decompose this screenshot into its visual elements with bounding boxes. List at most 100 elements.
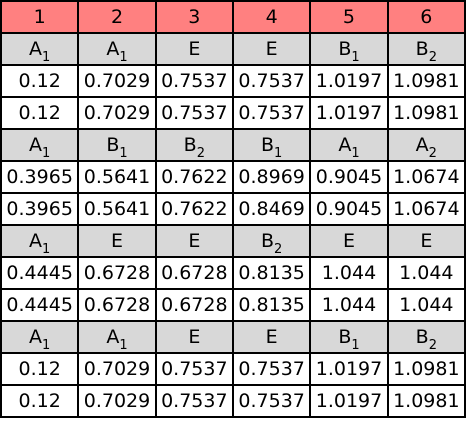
value-cell: 1.0674 <box>386 192 467 226</box>
header-row: 1 2 3 4 5 6 <box>0 0 467 34</box>
value-cell: 0.6728 <box>77 256 157 290</box>
symbol-cell: E <box>154 320 234 354</box>
symbol-base: A <box>29 134 43 156</box>
value-cell: 0.7537 <box>231 384 312 418</box>
column-header: 4 <box>231 0 312 34</box>
symbol-cell: B2 <box>386 32 467 66</box>
value-cell: 0.5641 <box>77 160 157 194</box>
value-cell: 1.0981 <box>386 96 467 130</box>
value-cell: 0.6728 <box>154 288 234 322</box>
value-cell: 0.7622 <box>154 160 234 194</box>
symbol-cell: E <box>154 32 234 66</box>
symbol-base: B <box>260 134 275 156</box>
symbol-cell: B2 <box>231 224 312 258</box>
symbol-base: E <box>110 230 123 252</box>
symbol-base: B <box>415 326 429 348</box>
symbol-base: E <box>265 326 278 348</box>
symbol-cell: A1 <box>309 128 389 162</box>
symbol-cell: E <box>309 224 389 258</box>
value-cell: 0.5641 <box>77 192 157 226</box>
symbol-cell: E <box>386 224 467 258</box>
data-table: 1 2 3 4 5 6 A1 A1 E E B1 B2 0.12 0.7029 … <box>0 0 467 418</box>
symbol-subscript: 1 <box>119 146 128 161</box>
value-cell: 0.8469 <box>231 192 312 226</box>
value-row: 0.4445 0.6728 0.6728 0.8135 1.044 1.044 <box>0 256 467 290</box>
value-cell: 0.7537 <box>154 384 234 418</box>
value-cell: 1.0197 <box>309 96 389 130</box>
symbol-row: A1 A1 E E B1 B2 <box>0 320 467 354</box>
symbol-row: A1 A1 E E B1 B2 <box>0 32 467 66</box>
symbol-subscript: 1 <box>119 338 128 353</box>
symbol-base: A <box>338 134 352 156</box>
symbol-base: E <box>420 230 433 252</box>
value-row: 0.3965 0.5641 0.7622 0.8969 0.9045 1.067… <box>0 160 467 194</box>
value-cell: 0.4445 <box>0 288 80 322</box>
symbol-cell: B2 <box>154 128 234 162</box>
value-row: 0.4445 0.6728 0.6728 0.8135 1.044 1.044 <box>0 288 467 322</box>
value-cell: 0.7537 <box>231 64 312 98</box>
symbol-base: A <box>29 326 43 348</box>
value-cell: 0.7029 <box>77 352 157 386</box>
value-cell: 0.3965 <box>0 192 80 226</box>
value-row: 0.12 0.7029 0.7537 0.7537 1.0197 1.0981 <box>0 64 467 98</box>
value-cell: 1.0674 <box>386 160 467 194</box>
symbol-cell: B2 <box>386 320 467 354</box>
symbol-subscript: 2 <box>274 242 283 257</box>
value-cell: 0.8969 <box>231 160 312 194</box>
symbol-base: E <box>188 38 201 60</box>
symbol-cell: A1 <box>0 32 80 66</box>
value-cell: 1.0197 <box>309 384 389 418</box>
value-cell: 1.0197 <box>309 352 389 386</box>
symbol-row: A1 E E B2 E E <box>0 224 467 258</box>
symbol-cell: E <box>154 224 234 258</box>
symbol-subscript: 1 <box>351 50 360 65</box>
symbol-cell: A1 <box>77 320 157 354</box>
symbol-base: A <box>106 38 120 60</box>
symbol-base: B <box>338 38 352 60</box>
symbol-subscript: 2 <box>196 146 205 161</box>
symbol-cell: A1 <box>0 128 80 162</box>
value-cell: 0.8135 <box>231 288 312 322</box>
value-cell: 0.7622 <box>154 192 234 226</box>
symbol-base: B <box>260 230 275 252</box>
column-header: 1 <box>0 0 80 34</box>
value-cell: 1.044 <box>386 256 467 290</box>
symbol-subscript: 1 <box>42 146 51 161</box>
value-cell: 0.8135 <box>231 256 312 290</box>
value-cell: 1.044 <box>309 256 389 290</box>
symbol-base: A <box>415 134 429 156</box>
symbol-cell: B1 <box>309 32 389 66</box>
symbol-cell: B1 <box>77 128 157 162</box>
symbol-subscript: 1 <box>42 338 51 353</box>
symbol-base: A <box>29 38 43 60</box>
value-cell: 0.6728 <box>77 288 157 322</box>
symbol-subscript: 1 <box>42 50 51 65</box>
value-cell: 0.6728 <box>154 256 234 290</box>
value-cell: 1.0981 <box>386 352 467 386</box>
value-cell: 0.12 <box>0 352 80 386</box>
value-cell: 0.12 <box>0 96 80 130</box>
symbol-base: E <box>342 230 355 252</box>
symbol-cell: E <box>231 32 312 66</box>
symbol-base: E <box>265 38 278 60</box>
value-cell: 0.4445 <box>0 256 80 290</box>
symbol-subscript: 1 <box>351 338 360 353</box>
column-header: 2 <box>77 0 157 34</box>
symbol-row: A1 B1 B2 B1 A1 A2 <box>0 128 467 162</box>
column-header: 3 <box>154 0 234 34</box>
symbol-base: B <box>415 38 429 60</box>
value-cell: 0.7537 <box>154 64 234 98</box>
value-cell: 0.7029 <box>77 64 157 98</box>
value-cell: 0.12 <box>0 384 80 418</box>
value-cell: 1.044 <box>386 288 467 322</box>
value-row: 0.3965 0.5641 0.7622 0.8469 0.9045 1.067… <box>0 192 467 226</box>
value-cell: 1.0981 <box>386 384 467 418</box>
value-row: 0.12 0.7029 0.7537 0.7537 1.0197 1.0981 <box>0 352 467 386</box>
value-cell: 1.0981 <box>386 64 467 98</box>
symbol-cell: E <box>77 224 157 258</box>
symbol-base: A <box>29 230 43 252</box>
symbol-cell: B1 <box>231 128 312 162</box>
symbol-subscript: 2 <box>428 50 437 65</box>
symbol-subscript: 1 <box>42 242 51 257</box>
symbol-base: B <box>106 134 120 156</box>
